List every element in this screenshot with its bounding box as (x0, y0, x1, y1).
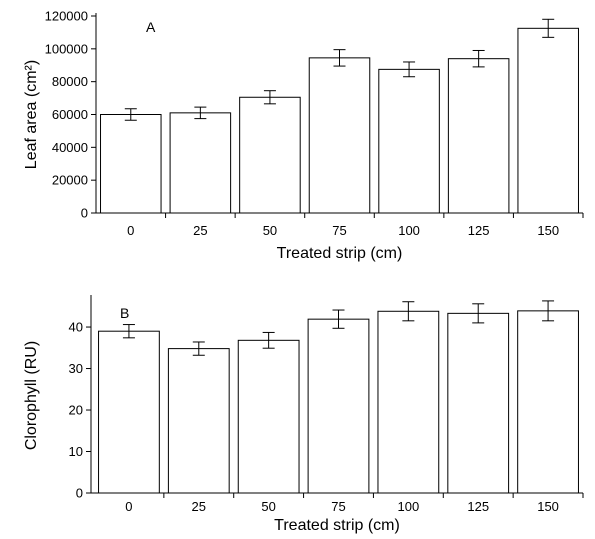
x-tick-label: 0 (125, 499, 132, 514)
y-tick-label: 80000 (52, 74, 88, 89)
bar (169, 112, 232, 214)
bar (307, 318, 370, 494)
bar (517, 310, 579, 494)
x-tick-label: 125 (467, 499, 489, 514)
x-tick-label: 150 (537, 223, 559, 238)
bar (377, 310, 440, 494)
bar (308, 57, 371, 214)
x-tick-label: 75 (331, 499, 345, 514)
x-axis-title-b: Treated strip (cm) (274, 517, 400, 534)
y-tick-label: 40000 (52, 140, 88, 155)
chlorophyll-chart: B Clorophyll (RU) Treated strip (cm) 0 10… (23, 295, 584, 534)
y-tick-label: 0 (81, 206, 88, 221)
leaf-area-chart: A Leaf area (cm²) Treated strip (cm) 0 20… (23, 9, 584, 262)
y-tick-label: 20 (69, 403, 83, 418)
x-tick-label: 25 (193, 223, 207, 238)
bar (517, 27, 579, 214)
bar (447, 58, 510, 214)
bar (98, 330, 160, 494)
x-tick-label: 50 (261, 499, 275, 514)
bar (239, 96, 301, 214)
x-tick-label: 125 (468, 223, 490, 238)
y-axis-title-a: Leaf area (cm²) (23, 60, 40, 169)
x-tick-label: 100 (398, 499, 420, 514)
y-tick-label: 120000 (45, 9, 88, 24)
panel-label-a: A (146, 19, 156, 35)
x-tick-label: 75 (332, 223, 346, 238)
y-tick-label: 30 (69, 361, 83, 376)
x-tick-label: 100 (398, 223, 420, 238)
bar (100, 114, 162, 214)
bar (167, 348, 230, 494)
y-tick-label: 60000 (52, 107, 88, 122)
x-tick-label: 50 (263, 223, 277, 238)
x-axis-title-a: Treated strip (cm) (277, 245, 403, 262)
y-tick-label: 100000 (45, 41, 88, 56)
bar (237, 339, 300, 494)
x-tick-label: 150 (537, 499, 559, 514)
bar (378, 68, 440, 214)
y-axis-title-b: Clorophyll (RU) (23, 341, 40, 450)
y-tick-label: 10 (69, 444, 83, 459)
y-tick-label: 20000 (52, 173, 88, 188)
x-tick-label: 25 (192, 499, 206, 514)
y-tick-label: 0 (76, 486, 83, 501)
x-tick-label: 0 (127, 223, 134, 238)
panel-label-b: B (120, 305, 129, 321)
bar (447, 312, 510, 494)
y-tick-label: 40 (69, 320, 83, 335)
